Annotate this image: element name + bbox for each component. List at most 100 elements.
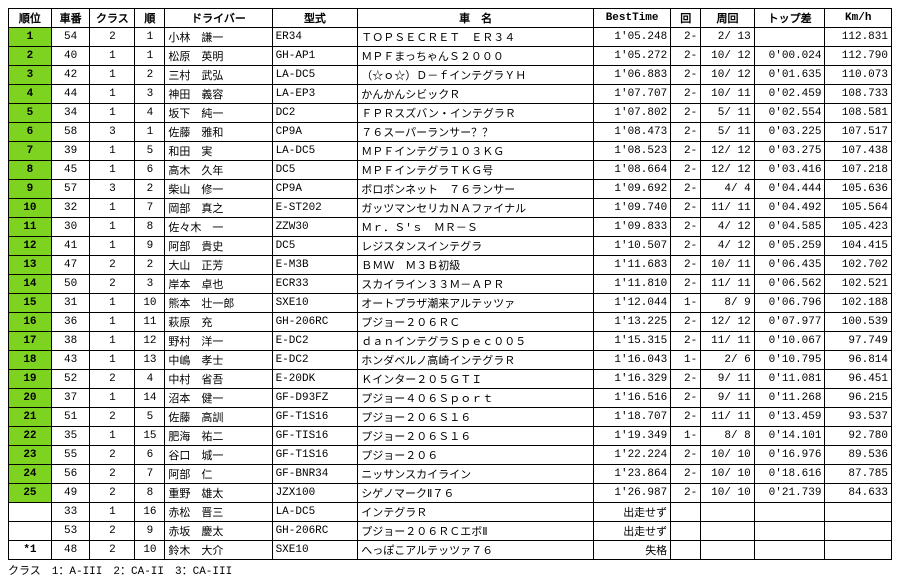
cell-name: Ｍｒ．Ｓ'ｓ ＭＲ－Ｓ <box>358 218 594 237</box>
cell-model: ER34 <box>272 28 358 47</box>
cell-class: 1 <box>90 142 135 161</box>
cell-lap: 11/ 11 <box>701 275 755 294</box>
cell-rank: 18 <box>9 351 52 370</box>
cell-model: GF-T1S16 <box>272 446 358 465</box>
cell-rank: 4 <box>9 85 52 104</box>
cell-name: プジョー２０６Ｓ１６ <box>358 427 594 446</box>
cell-model: E-DC2 <box>272 351 358 370</box>
cell-order: 5 <box>135 408 165 427</box>
cell-model: GF-TIS16 <box>272 427 358 446</box>
cell-order: 12 <box>135 332 165 351</box>
table-row: 124119阿部 貴史DC5レジスタンスインテグラ1'10.5072-4/ 12… <box>9 237 892 256</box>
cell-kmh: 102.188 <box>825 294 892 313</box>
cell-lap: 5/ 11 <box>701 104 755 123</box>
cell-name: プジョー２０６ <box>358 446 594 465</box>
cell-order: 3 <box>135 275 165 294</box>
cell-class: 1 <box>90 85 135 104</box>
table-row: 215125佐藤 高訓GF-T1S16プジョー２０６Ｓ１６1'18.7072-1… <box>9 408 892 427</box>
cell-lap <box>701 503 755 522</box>
cell-car: 36 <box>51 313 90 332</box>
cell-kmh: 107.517 <box>825 123 892 142</box>
cell-best: 1'11.683 <box>594 256 671 275</box>
cell-order: 2 <box>135 180 165 199</box>
cell-name: ボロボンネット ７６ランサー <box>358 180 594 199</box>
cell-car: 58 <box>51 123 90 142</box>
cell-order: 13 <box>135 351 165 370</box>
cell-name: プジョー２０６ＲＣエボⅡ <box>358 522 594 541</box>
cell-round: 2- <box>671 408 701 427</box>
cell-round: 2- <box>671 161 701 180</box>
cell-kmh: 102.702 <box>825 256 892 275</box>
cell-car: 51 <box>51 408 90 427</box>
cell-class: 2 <box>90 275 135 294</box>
cell-best: 1'05.272 <box>594 47 671 66</box>
cell-lap: 8/ 9 <box>701 294 755 313</box>
cell-car: 41 <box>51 237 90 256</box>
table-row: 254928重野 雄太JZX100シゲノマークⅡ７６1'26.9872-10/ … <box>9 484 892 503</box>
table-row: 95732柴山 修一CP9Aボロボンネット ７６ランサー1'09.6922-4/… <box>9 180 892 199</box>
cell-lap: 2/ 6 <box>701 351 755 370</box>
cell-class: 1 <box>90 313 135 332</box>
cell-rank: 11 <box>9 218 52 237</box>
cell-rank: 16 <box>9 313 52 332</box>
cell-rank: 3 <box>9 66 52 85</box>
cell-model: CP9A <box>272 123 358 142</box>
cell-order: 4 <box>135 104 165 123</box>
cell-car: 30 <box>51 218 90 237</box>
cell-car: 50 <box>51 275 90 294</box>
cell-kmh: 89.536 <box>825 446 892 465</box>
cell-kmh: 105.423 <box>825 218 892 237</box>
cell-lap: 10/ 12 <box>701 66 755 85</box>
col-round: 回 <box>671 9 701 28</box>
cell-driver: 谷口 城一 <box>165 446 272 465</box>
cell-best: 1'05.248 <box>594 28 671 47</box>
cell-round: 2- <box>671 484 701 503</box>
cell-name: オートプラザ潮来アルテッツァ <box>358 294 594 313</box>
col-best: BestTime <box>594 9 671 28</box>
cell-model: DC5 <box>272 237 358 256</box>
cell-rank: 21 <box>9 408 52 427</box>
cell-rank: 24 <box>9 465 52 484</box>
cell-order: 9 <box>135 237 165 256</box>
cell-round: 2- <box>671 142 701 161</box>
cell-lap: 5/ 11 <box>701 123 755 142</box>
cell-driver: 岸本 卓也 <box>165 275 272 294</box>
cell-kmh <box>825 541 892 560</box>
cell-class: 1 <box>90 237 135 256</box>
cell-rank: 14 <box>9 275 52 294</box>
cell-rank: 19 <box>9 370 52 389</box>
cell-driver: 三村 武弘 <box>165 66 272 85</box>
cell-class: 1 <box>90 332 135 351</box>
cell-round: 2- <box>671 256 701 275</box>
cell-round: 1- <box>671 427 701 446</box>
cell-car: 31 <box>51 294 90 313</box>
cell-driver: 坂下 純一 <box>165 104 272 123</box>
cell-rank: 9 <box>9 180 52 199</box>
cell-best: 1'26.987 <box>594 484 671 503</box>
cell-model: ZZW30 <box>272 218 358 237</box>
cell-kmh: 87.785 <box>825 465 892 484</box>
col-class: クラス <box>90 9 135 28</box>
cell-model: GH-AP1 <box>272 47 358 66</box>
cell-rank: 7 <box>9 142 52 161</box>
cell-best: 1'09.692 <box>594 180 671 199</box>
cell-model: E-ST202 <box>272 199 358 218</box>
cell-class: 3 <box>90 180 135 199</box>
cell-kmh: 105.636 <box>825 180 892 199</box>
cell-lap: 2/ 13 <box>701 28 755 47</box>
cell-best: 1'12.044 <box>594 294 671 313</box>
cell-car: 49 <box>51 484 90 503</box>
table-row: 1531110熊本 壮一郎SXE10オートプラザ潮来アルテッツァ1'12.044… <box>9 294 892 313</box>
cell-name: ガッツマンセリカＮＡファイナル <box>358 199 594 218</box>
cell-rank: 13 <box>9 256 52 275</box>
class-legend: クラス 1：A-III 2：CA-II 3：CA-III <box>8 560 892 578</box>
cell-kmh: 112.790 <box>825 47 892 66</box>
cell-driver: 中嶋 孝士 <box>165 351 272 370</box>
cell-round: 2- <box>671 47 701 66</box>
cell-car: 56 <box>51 465 90 484</box>
cell-kmh: 108.581 <box>825 104 892 123</box>
cell-gap: 0'21.739 <box>754 484 825 503</box>
cell-name: ｄａｎインテグラＳｐｅｃ００５ <box>358 332 594 351</box>
cell-car: 52 <box>51 370 90 389</box>
cell-gap: 0'05.259 <box>754 237 825 256</box>
